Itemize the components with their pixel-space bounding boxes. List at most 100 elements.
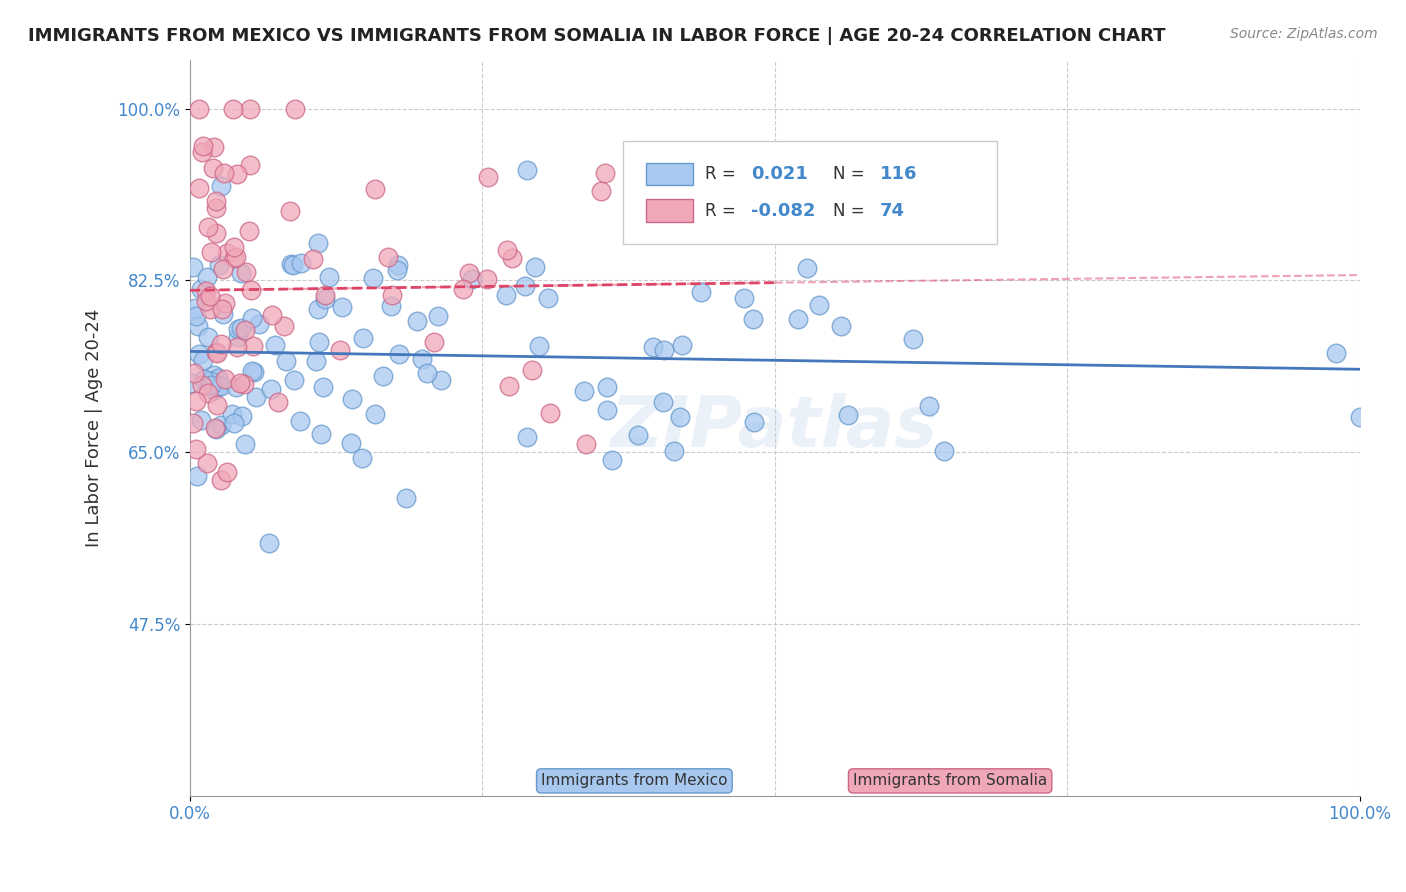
Point (652, 395, 675, 409)
Text: -0.082: -0.082 (751, 202, 815, 219)
Point (352, 451, 374, 466)
Point (242, 339, 264, 353)
Point (197, 330, 219, 344)
Point (188, 102, 211, 116)
Point (901, 332, 924, 346)
Point (240, 364, 263, 378)
Point (496, 244, 519, 258)
FancyBboxPatch shape (623, 141, 997, 244)
Point (329, 343, 352, 358)
Text: 116: 116 (880, 165, 918, 183)
Point (364, 407, 387, 421)
Text: 74: 74 (880, 202, 905, 219)
Point (837, 408, 859, 422)
Point (207, 379, 229, 393)
Point (575, 437, 598, 451)
Point (235, 265, 257, 279)
Point (202, 161, 225, 175)
Point (627, 427, 650, 442)
Point (380, 299, 402, 313)
Point (284, 102, 307, 116)
Point (513, 279, 536, 293)
Point (239, 158, 262, 172)
Point (221, 407, 243, 421)
Point (451, 282, 474, 296)
Text: Source: ZipAtlas.com: Source: ZipAtlas.com (1230, 27, 1378, 41)
Point (288, 414, 311, 428)
Point (186, 310, 208, 324)
Point (671, 337, 693, 351)
Point (352, 331, 374, 345)
Point (643, 340, 665, 354)
Point (669, 410, 692, 425)
Point (240, 283, 263, 297)
Text: IMMIGRANTS FROM MEXICO VS IMMIGRANTS FROM SOMALIA IN LABOR FORCE | AGE 20-24 COR: IMMIGRANTS FROM MEXICO VS IMMIGRANTS FRO… (28, 27, 1166, 45)
Point (388, 347, 411, 361)
Point (186, 469, 208, 483)
Point (184, 301, 207, 316)
Point (187, 181, 209, 195)
Point (205, 422, 228, 436)
Point (371, 368, 394, 383)
Point (932, 444, 955, 458)
Text: 0.021: 0.021 (751, 165, 808, 183)
Point (209, 473, 232, 487)
Point (209, 379, 232, 393)
Point (207, 371, 229, 385)
Bar (645, 200, 693, 221)
Point (301, 252, 323, 266)
Point (209, 418, 232, 433)
Point (830, 319, 852, 334)
Point (596, 403, 619, 417)
Point (662, 443, 685, 458)
Point (217, 246, 239, 260)
Point (602, 453, 624, 467)
Point (180, 376, 202, 391)
Point (231, 409, 253, 423)
Point (477, 169, 499, 184)
Point (232, 376, 254, 391)
Point (212, 166, 235, 180)
Point (200, 244, 222, 259)
Point (209, 336, 232, 351)
Point (307, 235, 329, 250)
Point (233, 323, 256, 337)
Point (305, 354, 328, 368)
Y-axis label: In Labor Force | Age 20-24: In Labor Force | Age 20-24 (86, 309, 103, 547)
Point (387, 259, 409, 273)
Point (312, 380, 335, 394)
Point (501, 251, 523, 265)
Point (225, 250, 247, 264)
Point (572, 384, 595, 399)
Point (243, 365, 266, 379)
Point (426, 309, 449, 323)
Point (195, 270, 218, 285)
Point (516, 430, 538, 444)
Point (233, 437, 256, 451)
Point (527, 339, 550, 353)
Point (918, 399, 941, 413)
Point (188, 347, 211, 361)
Text: Immigrants from Somalia: Immigrants from Somalia (853, 773, 1047, 789)
Point (787, 312, 810, 326)
Point (381, 287, 404, 301)
Text: R =: R = (704, 202, 735, 219)
Point (202, 368, 225, 383)
Point (318, 269, 340, 284)
Point (205, 397, 228, 411)
Point (273, 319, 295, 334)
Point (200, 374, 222, 388)
Point (226, 330, 249, 344)
Point (498, 379, 520, 393)
Point (385, 263, 408, 277)
Point (222, 102, 245, 116)
Point (224, 240, 246, 254)
Point (238, 224, 260, 238)
Point (225, 167, 247, 181)
Point (274, 353, 297, 368)
Point (191, 378, 214, 392)
Point (198, 301, 221, 316)
Point (278, 204, 301, 219)
Point (429, 373, 451, 387)
Point (364, 182, 387, 196)
